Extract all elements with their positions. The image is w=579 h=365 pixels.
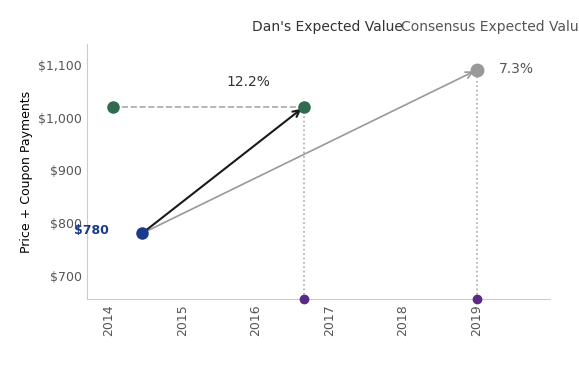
- Text: 7.3%: 7.3%: [499, 62, 534, 76]
- Text: Consensus Expected Value: Consensus Expected Value: [401, 20, 579, 34]
- Text: $780: $780: [74, 224, 109, 237]
- Y-axis label: Price + Coupon Payments: Price + Coupon Payments: [20, 91, 32, 253]
- Text: Dan's Expected Value: Dan's Expected Value: [252, 20, 403, 34]
- Text: 12.2%: 12.2%: [227, 74, 270, 89]
